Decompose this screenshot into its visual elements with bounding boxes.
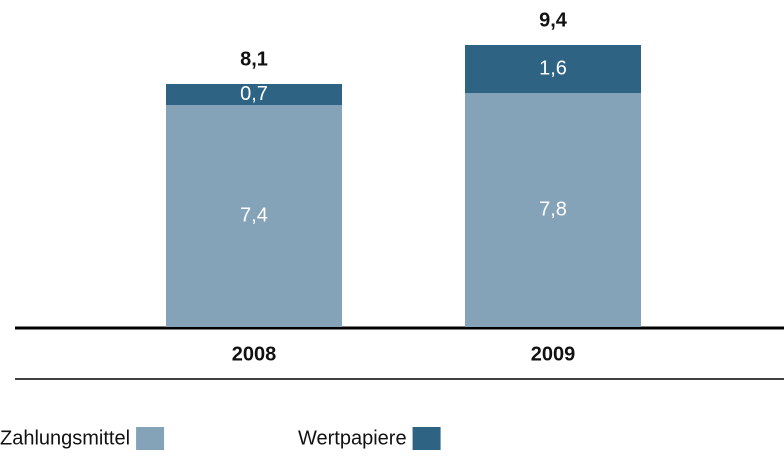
x-tick-label: 2008 [232,343,277,365]
value-label: 7,8 [539,198,567,220]
bar-segment [465,93,641,327]
value-label: 1,6 [539,57,567,79]
total-label: 9,4 [539,9,568,31]
bar-segment [166,105,342,327]
total-label: 8,1 [240,48,268,70]
value-label: 0,7 [240,83,268,105]
legend-swatch [412,427,441,450]
bar-segment [465,45,641,93]
legend-swatch [136,427,165,450]
value-label: 7,4 [240,204,268,226]
bar-segment [166,84,342,105]
x-tick-label: 2009 [531,343,576,365]
legend-label: Zahlungsmittel [0,427,130,449]
legend-label: Wertpapiere [298,427,407,449]
